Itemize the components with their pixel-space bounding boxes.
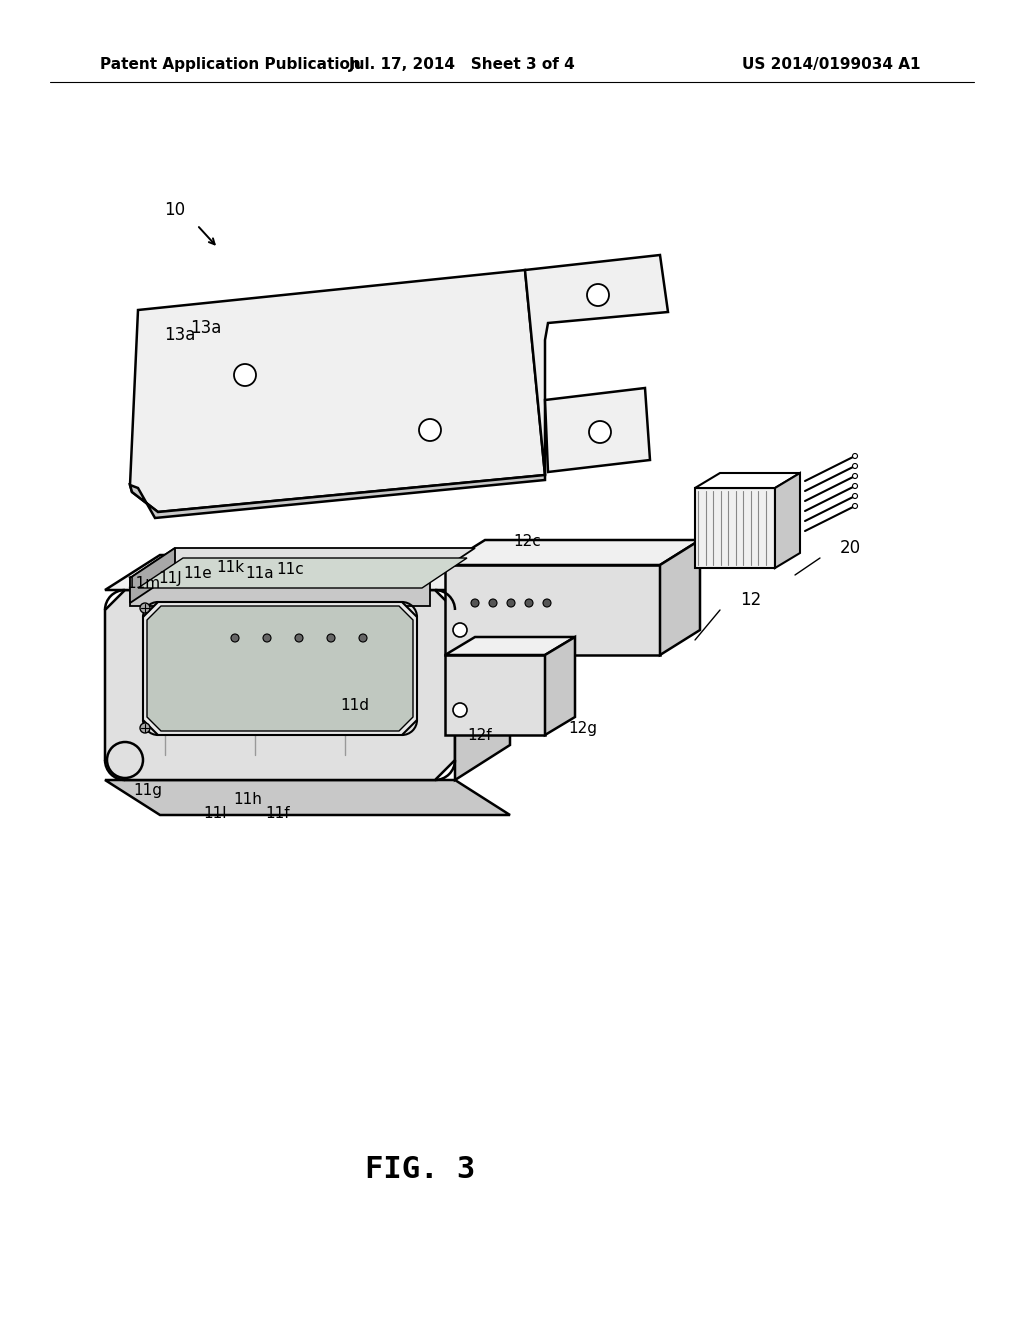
Polygon shape xyxy=(130,548,475,578)
Polygon shape xyxy=(445,540,700,565)
Circle shape xyxy=(507,599,515,607)
Text: 20: 20 xyxy=(840,539,861,557)
Circle shape xyxy=(853,474,857,479)
Polygon shape xyxy=(143,602,417,735)
Circle shape xyxy=(140,723,150,733)
Polygon shape xyxy=(445,565,660,655)
Circle shape xyxy=(589,421,611,444)
Text: 13a: 13a xyxy=(190,319,221,337)
Text: 11e: 11e xyxy=(183,565,212,581)
Polygon shape xyxy=(695,473,800,488)
Text: 11a: 11a xyxy=(246,566,274,582)
Text: 11l: 11l xyxy=(203,805,226,821)
Circle shape xyxy=(295,634,303,642)
Circle shape xyxy=(853,483,857,488)
Polygon shape xyxy=(105,780,510,814)
Polygon shape xyxy=(130,271,545,512)
Text: US 2014/0199034 A1: US 2014/0199034 A1 xyxy=(741,58,920,73)
Polygon shape xyxy=(147,606,413,731)
Circle shape xyxy=(853,463,857,469)
Polygon shape xyxy=(545,638,575,735)
Circle shape xyxy=(453,623,467,638)
Polygon shape xyxy=(138,558,467,587)
Circle shape xyxy=(359,634,367,642)
Polygon shape xyxy=(130,475,545,517)
Text: 11m: 11m xyxy=(126,577,160,591)
Circle shape xyxy=(106,742,143,777)
Polygon shape xyxy=(545,388,650,473)
Text: 11f: 11f xyxy=(265,805,291,821)
Circle shape xyxy=(471,599,479,607)
Text: 13a: 13a xyxy=(164,326,195,345)
Text: FIG. 3: FIG. 3 xyxy=(365,1155,475,1184)
Polygon shape xyxy=(130,548,175,603)
Polygon shape xyxy=(775,473,800,568)
Text: 11c: 11c xyxy=(276,562,304,578)
Polygon shape xyxy=(105,590,455,780)
Polygon shape xyxy=(525,255,668,475)
Circle shape xyxy=(263,634,271,642)
Polygon shape xyxy=(445,638,575,655)
Circle shape xyxy=(853,503,857,508)
Circle shape xyxy=(853,494,857,499)
Circle shape xyxy=(231,634,239,642)
Polygon shape xyxy=(455,554,510,780)
Circle shape xyxy=(234,364,256,385)
Polygon shape xyxy=(105,554,510,590)
Text: 11d: 11d xyxy=(341,698,370,714)
Circle shape xyxy=(453,704,467,717)
Text: 12c: 12c xyxy=(513,535,541,549)
Polygon shape xyxy=(130,578,430,606)
Circle shape xyxy=(587,284,609,306)
Circle shape xyxy=(419,418,441,441)
Text: 12: 12 xyxy=(740,591,761,609)
Polygon shape xyxy=(695,488,775,568)
Polygon shape xyxy=(660,540,700,655)
Text: 11k: 11k xyxy=(216,561,244,576)
Circle shape xyxy=(853,454,857,458)
Polygon shape xyxy=(445,655,545,735)
Text: 12g: 12g xyxy=(568,721,597,735)
Circle shape xyxy=(525,599,534,607)
Text: 11g: 11g xyxy=(133,783,163,797)
Text: 11J: 11J xyxy=(158,570,182,586)
Text: 12f: 12f xyxy=(468,727,493,742)
Text: Jul. 17, 2014   Sheet 3 of 4: Jul. 17, 2014 Sheet 3 of 4 xyxy=(348,58,575,73)
Circle shape xyxy=(327,634,335,642)
Text: 10: 10 xyxy=(164,201,185,219)
Circle shape xyxy=(489,599,497,607)
Text: 11h: 11h xyxy=(233,792,262,808)
Text: Patent Application Publication: Patent Application Publication xyxy=(100,58,360,73)
Circle shape xyxy=(543,599,551,607)
Circle shape xyxy=(140,603,150,612)
